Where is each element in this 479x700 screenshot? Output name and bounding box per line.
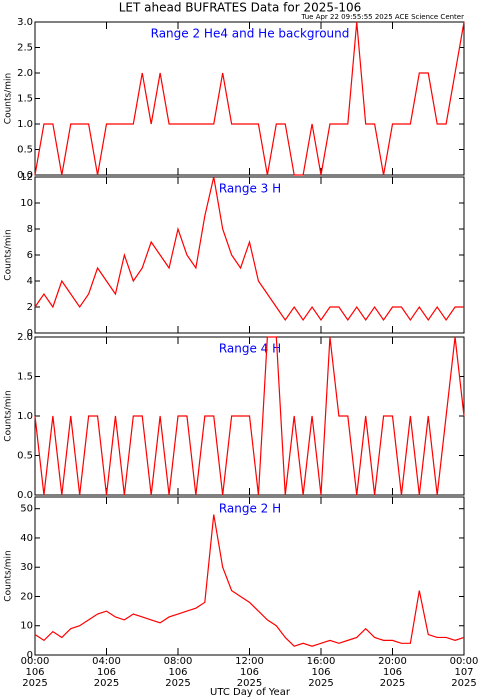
x-tick-label: 16:00 bbox=[307, 656, 336, 667]
chart-subtitle: Tue Apr 22 09:55:55 2025 ACE Science Cen… bbox=[301, 13, 465, 21]
x-tick-label: 107 bbox=[454, 667, 473, 678]
y-tick-label: 1.0 bbox=[17, 119, 33, 130]
x-tick-label: 2025 bbox=[380, 678, 405, 689]
y-tick-label: 0.0 bbox=[17, 490, 33, 501]
x-tick-label: 106 bbox=[383, 667, 402, 678]
plot-frame bbox=[34, 496, 465, 656]
plot-frame bbox=[34, 21, 465, 176]
y-tick-label: 1.0 bbox=[17, 411, 33, 422]
x-tick-label: 08:00 bbox=[164, 656, 193, 667]
y-tick-label: 10 bbox=[20, 198, 33, 209]
y-tick-label: 1.5 bbox=[17, 94, 33, 105]
y-tick-label: 10 bbox=[20, 621, 33, 632]
chart-title: LET ahead BUFRATES Data for 2025-106 bbox=[119, 1, 361, 15]
x-tick-label: 2025 bbox=[451, 678, 476, 689]
y-tick-label: 2.0 bbox=[17, 68, 33, 79]
x-tick-label: 00:00 bbox=[450, 656, 479, 667]
x-tick-label: 12:00 bbox=[235, 656, 264, 667]
y-tick-label: 2 bbox=[27, 302, 33, 313]
y-tick-label: 4 bbox=[27, 276, 33, 287]
y-axis-label: Counts/min bbox=[4, 229, 14, 280]
y-axis-label: Counts/min bbox=[4, 550, 14, 601]
y-tick-label: 8 bbox=[27, 224, 33, 235]
panel-label: Range 4 H bbox=[219, 342, 281, 356]
data-line bbox=[34, 21, 465, 176]
y-tick-label: 30 bbox=[20, 562, 33, 573]
x-axis-label: UTC Day of Year bbox=[210, 687, 291, 698]
panel-label: Range 2 H bbox=[219, 502, 281, 516]
x-tick-label: 106 bbox=[240, 667, 259, 678]
y-tick-label: 1.5 bbox=[17, 372, 33, 383]
y-tick-label: 50 bbox=[20, 504, 33, 515]
x-tick-label: 106 bbox=[97, 667, 116, 678]
x-tick-label: 20:00 bbox=[378, 656, 407, 667]
data-line bbox=[34, 336, 465, 496]
y-tick-label: 40 bbox=[20, 533, 33, 544]
x-tick-label: 04:00 bbox=[92, 656, 121, 667]
plot-frame bbox=[34, 176, 465, 334]
x-tick-label: 2025 bbox=[237, 678, 262, 689]
data-line bbox=[34, 514, 465, 647]
x-tick-label: 2025 bbox=[22, 678, 47, 689]
x-tick-label: 2025 bbox=[165, 678, 190, 689]
data-line bbox=[34, 176, 464, 322]
y-tick-label: 0.0 bbox=[17, 170, 33, 181]
y-tick-label: 20 bbox=[20, 591, 33, 602]
y-tick-label: 0 bbox=[27, 650, 33, 661]
panel-label: Range 2 He4 and He background bbox=[151, 27, 350, 41]
y-tick-label: 2.5 bbox=[17, 43, 33, 54]
y-axis-label: Counts/min bbox=[4, 73, 14, 124]
x-tick-label: 106 bbox=[168, 667, 187, 678]
y-tick-label: 2.0 bbox=[17, 332, 33, 343]
y-tick-label: 3.0 bbox=[17, 17, 33, 28]
y-tick-label: 6 bbox=[27, 250, 33, 261]
x-tick-label: 106 bbox=[25, 667, 44, 678]
y-tick-label: 0.5 bbox=[17, 451, 33, 462]
y-tick-label: 0 bbox=[27, 328, 33, 339]
y-axis-label: Counts/min bbox=[4, 390, 14, 441]
y-tick-label: 0.5 bbox=[17, 145, 33, 156]
x-tick-label: 2025 bbox=[308, 678, 333, 689]
x-tick-label: 00:00 bbox=[21, 656, 50, 667]
x-tick-label: 2025 bbox=[94, 678, 119, 689]
y-tick-label: 12 bbox=[20, 172, 33, 183]
x-tick-label: 106 bbox=[311, 667, 330, 678]
panel-label: Range 3 H bbox=[219, 182, 281, 196]
